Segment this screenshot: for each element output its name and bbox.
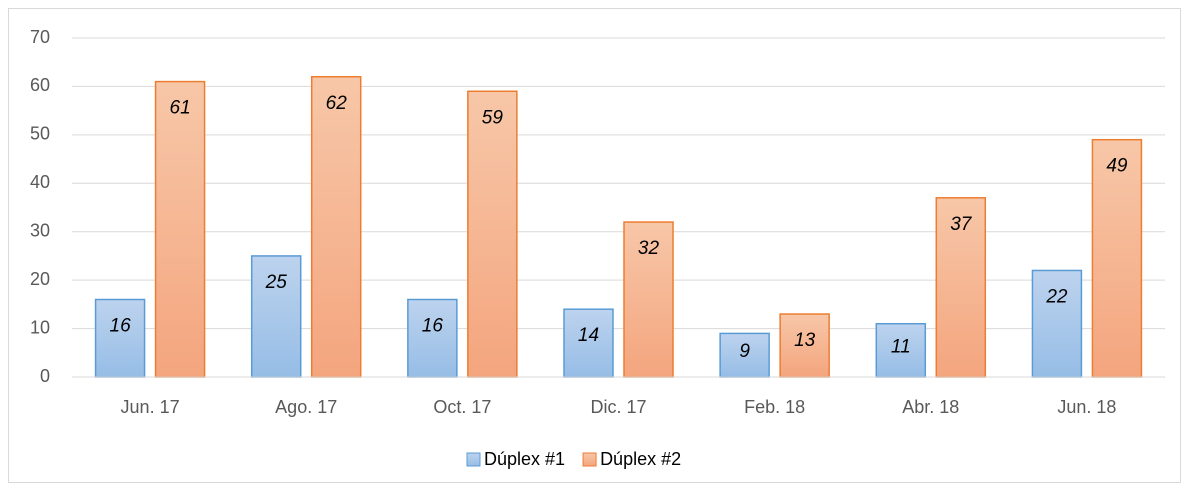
y-tick-label: 10 — [30, 317, 50, 337]
data-label: 9 — [739, 341, 750, 362]
x-tick-label: Dic. 17 — [590, 397, 646, 417]
data-label: 16 — [422, 316, 444, 337]
legend-label: Dúplex #1 — [484, 449, 565, 469]
legend-swatch — [466, 452, 481, 467]
y-tick-label: 30 — [30, 220, 50, 240]
bar — [407, 298, 458, 378]
bar — [154, 80, 206, 378]
x-tick-label: Feb. 18 — [744, 397, 805, 417]
y-tick-label: 60 — [30, 75, 50, 95]
x-tick-label: Jun. 17 — [121, 397, 180, 417]
x-tick-label: Oct. 17 — [433, 397, 491, 417]
legend-swatch — [582, 452, 597, 467]
y-tick-label: 0 — [40, 366, 50, 386]
data-label: 32 — [638, 238, 660, 259]
data-label: 25 — [265, 272, 288, 293]
bar — [1031, 269, 1083, 378]
data-label: 13 — [794, 330, 816, 351]
bar — [719, 332, 770, 378]
x-tick-label: Jun. 18 — [1057, 397, 1116, 417]
x-tick-label: Ago. 17 — [275, 397, 337, 417]
data-label: 61 — [170, 98, 191, 119]
data-label: 22 — [1045, 286, 1068, 307]
bar — [623, 221, 674, 378]
legend-label: Dúplex #2 — [600, 449, 681, 469]
bar — [467, 90, 518, 378]
data-label: 49 — [1106, 156, 1128, 177]
y-tick-label: 20 — [30, 269, 50, 289]
data-label: 16 — [110, 316, 132, 337]
data-label: 11 — [891, 336, 911, 357]
bar — [563, 308, 614, 378]
data-label: 37 — [950, 214, 973, 235]
y-tick-label: 50 — [30, 124, 50, 144]
y-tick-label: 40 — [30, 172, 50, 192]
bar — [1091, 138, 1143, 378]
data-label: 62 — [326, 93, 348, 114]
data-label: 14 — [578, 325, 599, 346]
bar — [779, 313, 830, 378]
y-tick-label: 70 — [30, 27, 50, 47]
bar — [310, 75, 362, 378]
bar — [94, 298, 146, 378]
data-label: 59 — [482, 107, 504, 128]
x-tick-label: Abr. 18 — [902, 397, 959, 417]
